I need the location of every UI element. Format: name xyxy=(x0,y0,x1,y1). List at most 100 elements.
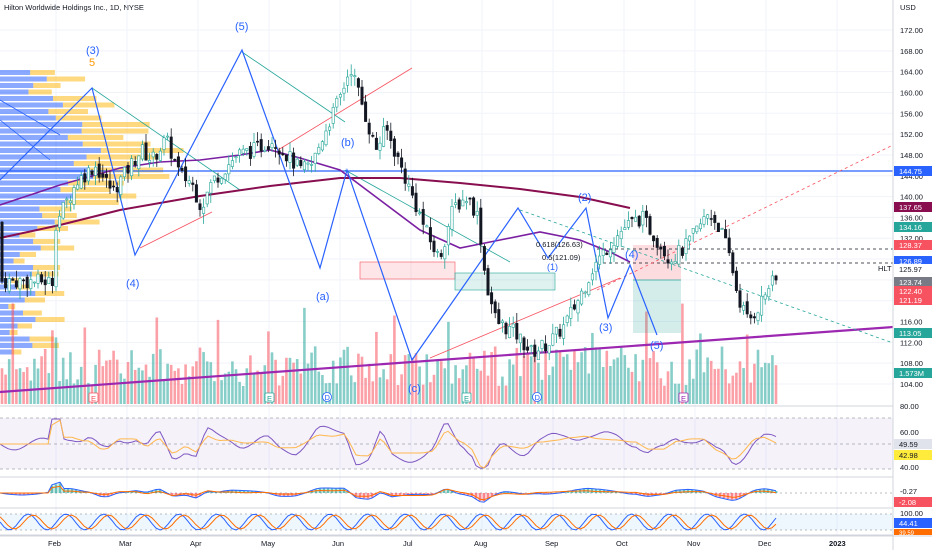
candle xyxy=(702,216,706,225)
price-marker: 121.19 xyxy=(899,296,922,305)
volume-bar xyxy=(119,373,123,404)
volume-bar xyxy=(537,362,540,404)
candle xyxy=(227,164,231,175)
volume-bar xyxy=(371,381,375,404)
volume-bar xyxy=(4,374,7,404)
candle xyxy=(4,278,8,289)
volume-bar xyxy=(411,357,414,404)
candle xyxy=(374,137,378,150)
macd-bar xyxy=(630,493,634,494)
candle xyxy=(752,316,756,319)
volume-bar xyxy=(292,362,295,404)
stoch-marker: 44.41 xyxy=(899,519,918,528)
volume-profile-bar xyxy=(0,174,94,179)
volume-bar xyxy=(123,378,126,404)
macd-bar xyxy=(502,491,506,493)
target-zone xyxy=(633,280,681,333)
macd-marker: -0.27 xyxy=(900,487,917,496)
macd-bar xyxy=(450,491,454,493)
candle xyxy=(428,227,432,243)
volume-bar xyxy=(108,359,112,404)
volume-bar xyxy=(742,368,745,404)
candle xyxy=(349,74,353,77)
volume-profile-bar xyxy=(0,349,12,355)
volume-bar xyxy=(468,352,472,404)
candle xyxy=(648,216,652,235)
price-tick: 148.00 xyxy=(900,151,923,160)
volume-bar xyxy=(277,385,281,404)
candle xyxy=(292,152,296,169)
time-tick: Sep xyxy=(545,539,558,548)
macd-bar xyxy=(474,493,478,499)
candle xyxy=(328,126,332,131)
volume-bar xyxy=(234,369,238,404)
volume-profile-bar xyxy=(0,122,83,127)
candle xyxy=(738,290,742,308)
candle xyxy=(536,350,540,361)
macd-bar xyxy=(662,493,666,495)
volume-bar xyxy=(497,385,501,404)
volume-bar xyxy=(144,364,148,404)
candle xyxy=(457,199,461,210)
candle xyxy=(558,328,562,337)
candle xyxy=(497,309,501,324)
candle xyxy=(414,192,418,213)
macd-bar xyxy=(658,493,662,495)
volume-bar xyxy=(756,349,760,404)
volume-bar xyxy=(227,371,231,404)
macd-bar xyxy=(542,493,546,494)
macd-bar xyxy=(670,491,674,493)
volume-profile-bar xyxy=(30,70,55,75)
support-trendline xyxy=(0,325,894,394)
volume-bar xyxy=(58,380,61,404)
candle xyxy=(230,160,234,167)
volume-bar xyxy=(691,378,695,404)
dividend-badge[interactable]: D xyxy=(325,393,331,402)
volume-bar xyxy=(133,369,137,404)
price-marker: 113.05 xyxy=(899,329,921,338)
rsi-pane xyxy=(0,417,893,470)
earnings-badge[interactable]: E xyxy=(681,394,686,403)
volume-bar xyxy=(382,369,385,404)
time-axis[interactable]: Feb Mar Apr May Jun Jul Aug Sep Oct Nov Dec 2023 xyxy=(0,535,932,548)
wave-label: (c) xyxy=(408,383,421,395)
candle xyxy=(551,333,555,346)
volume-profile-bar xyxy=(62,102,115,108)
volume-bar xyxy=(187,376,191,404)
candle xyxy=(331,107,335,124)
candle xyxy=(594,261,598,273)
earnings-badge[interactable]: E xyxy=(91,394,96,403)
macd-bar xyxy=(638,493,642,495)
earnings-badge[interactable]: E xyxy=(267,394,272,403)
event-badges[interactable]: E E D E D E xyxy=(88,392,689,404)
volume-bar xyxy=(69,352,72,404)
macd-pane xyxy=(0,481,893,503)
candle xyxy=(540,340,544,349)
candle xyxy=(256,140,260,143)
candle xyxy=(7,278,11,292)
candle xyxy=(115,187,119,193)
price-tick: 156.00 xyxy=(900,109,923,118)
volume-profile-bar xyxy=(39,206,72,212)
dividend-badge[interactable]: D xyxy=(535,393,541,402)
candle xyxy=(698,223,702,230)
wave-labels: (3) 5 (4) (5) (a) (b) (c) (1) (2) (3) (4… xyxy=(86,21,663,395)
volume-profile-bar xyxy=(82,141,151,147)
earnings-badge[interactable]: E xyxy=(464,394,469,403)
price-tick: 132.00 xyxy=(900,234,923,243)
price-tick: 112.00 xyxy=(900,338,922,347)
volume-bar xyxy=(637,381,641,404)
volume-bar xyxy=(515,347,519,404)
candle xyxy=(295,158,299,166)
volume-bar xyxy=(169,364,173,404)
candle xyxy=(112,185,116,188)
volume-bar xyxy=(630,371,634,404)
macd-bar xyxy=(406,493,410,495)
rsi-tick: 80.00 xyxy=(900,402,919,411)
volume-profile-bar xyxy=(89,167,164,173)
macd-bar xyxy=(506,491,510,493)
volume-bar xyxy=(479,370,483,404)
volume-bar xyxy=(461,369,465,404)
volume-bar xyxy=(681,303,684,404)
